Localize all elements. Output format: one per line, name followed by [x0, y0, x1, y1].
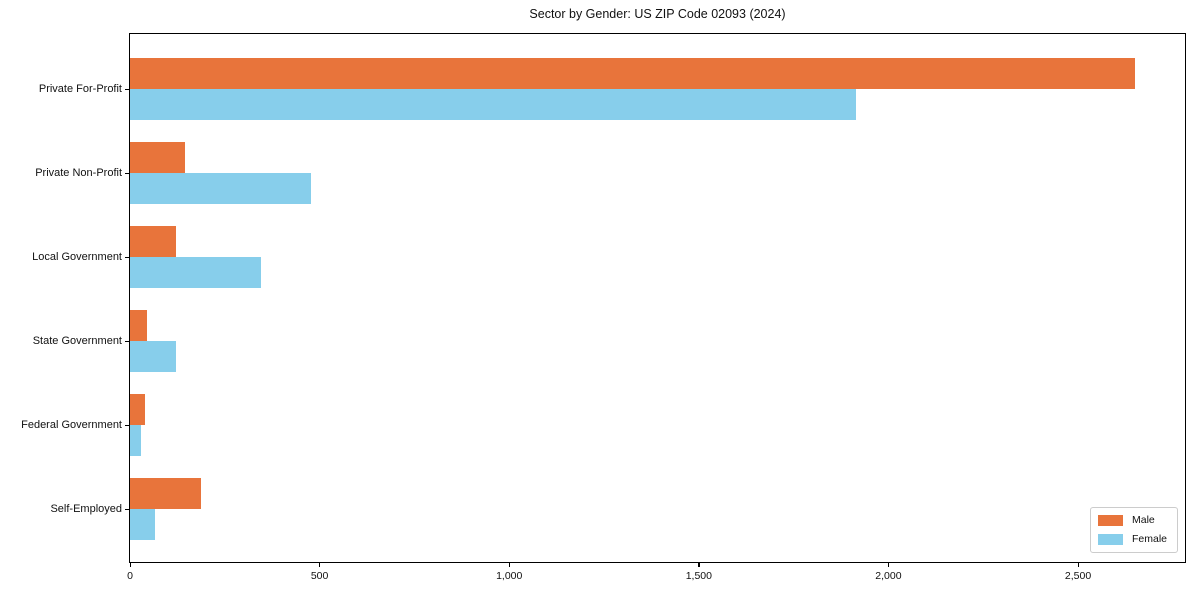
x-tick-mark	[1077, 562, 1079, 567]
y-tick-mark	[125, 508, 130, 510]
y-tick-mark	[125, 256, 130, 258]
x-tick-mark	[887, 562, 890, 567]
chart-title: Sector by Gender: US ZIP Code 02093 (202…	[529, 7, 786, 21]
x-tick-mark	[698, 562, 700, 567]
x-tick-mark	[508, 562, 511, 567]
y-tick-mark	[125, 172, 130, 174]
plot-area: Male Female Private For-Profit Private Non…	[21, 33, 1186, 582]
legend-swatch-female	[1097, 534, 1123, 545]
y-tick-mark	[125, 424, 130, 426]
x-tick-label: 500	[310, 570, 329, 582]
legend: Male Female	[1089, 507, 1178, 553]
x-tick-mark	[129, 562, 131, 567]
legend-item-male: Male	[1097, 514, 1167, 527]
y-category-label-private-non-profit: Private Non-Profit	[35, 167, 122, 179]
bar-female-state-government	[130, 341, 176, 372]
bar-female-private-for-profit	[130, 89, 856, 120]
legend-label: Male	[1131, 514, 1155, 526]
bar-female-local-government	[130, 257, 261, 288]
bar-male-federal-government	[130, 394, 145, 425]
bar-male-private-non-profit	[130, 142, 185, 173]
y-category-label-federal-government: Federal Government	[21, 419, 122, 431]
bar-female-federal-government	[130, 425, 142, 456]
legend-item-female: Female	[1097, 533, 1167, 546]
x-tick-label: 1,000	[496, 570, 523, 582]
x-tick-label: 2,500	[1064, 570, 1092, 582]
x-tick-label: 2,000	[875, 570, 902, 582]
y-category-label-private-for-profit: Private For-Profit	[38, 83, 122, 95]
x-tick-mark	[319, 562, 321, 567]
legend-label: Female	[1131, 533, 1167, 545]
y-category-label-local-government: Local Government	[32, 251, 122, 263]
bar-male-private-for-profit	[130, 58, 1135, 89]
legend-swatch-male	[1097, 515, 1123, 526]
y-tick-mark	[125, 88, 130, 90]
y-category-label-state-government: State Government	[32, 335, 122, 347]
bar-female-self-employed	[130, 509, 155, 540]
x-tick-label: 1,500	[685, 570, 712, 582]
y-tick-mark	[125, 340, 130, 342]
x-tick-label: 0	[127, 570, 133, 582]
bar-male-state-government	[130, 310, 148, 341]
bar-female-private-non-profit	[130, 173, 311, 204]
bar-male-local-government	[130, 226, 176, 257]
y-category-label-self-employed: Self-Employed	[50, 503, 122, 515]
bar-male-self-employed	[130, 478, 201, 509]
